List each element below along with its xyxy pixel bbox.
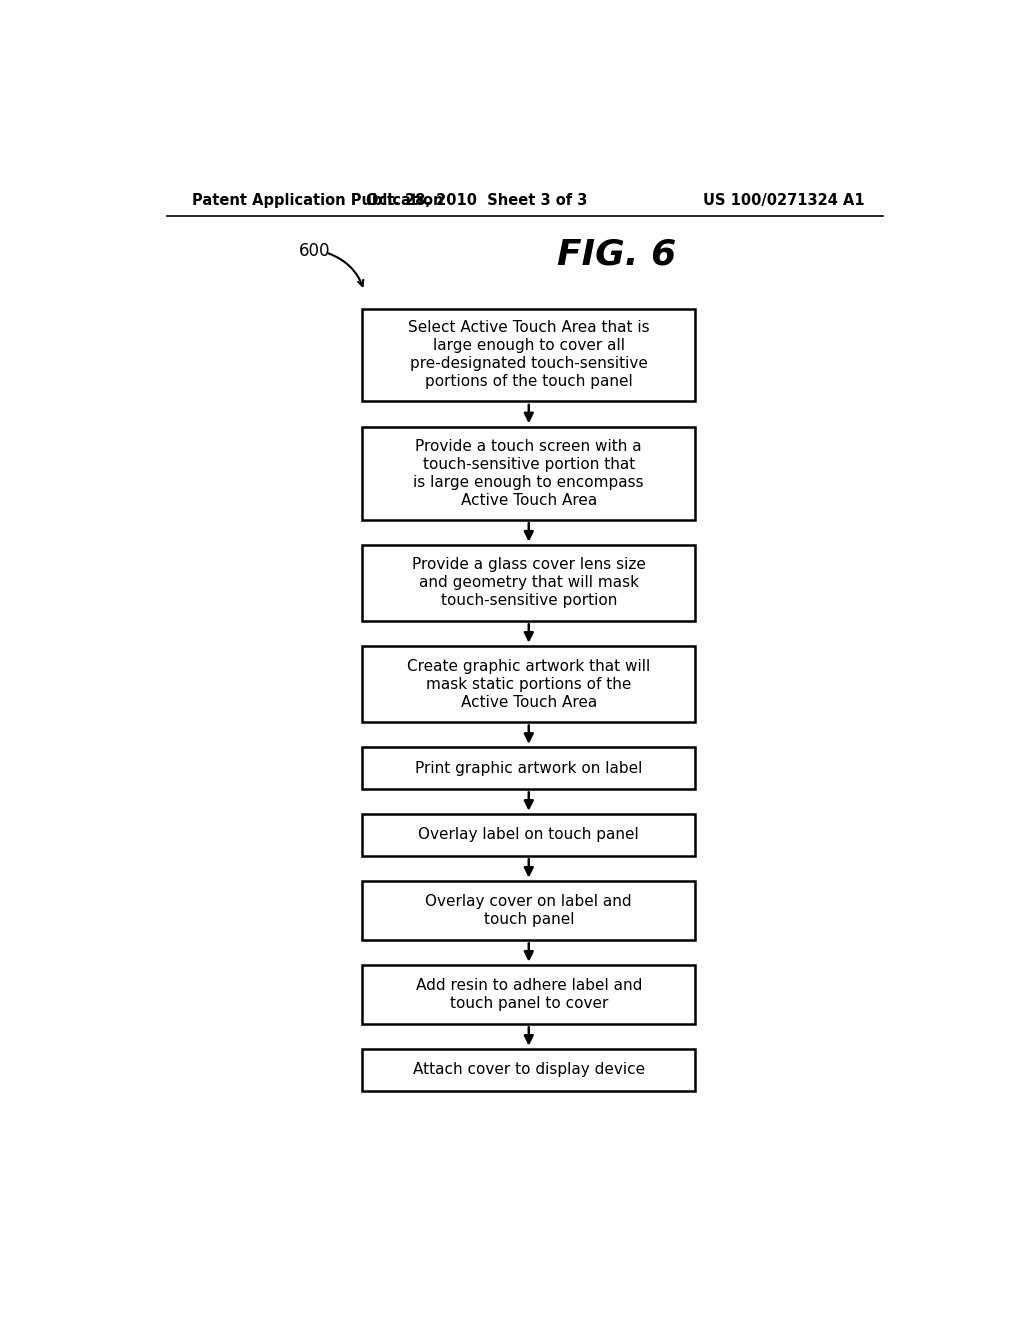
- Text: Print graphic artwork on label: Print graphic artwork on label: [415, 760, 642, 776]
- Bar: [362, 426, 695, 520]
- Text: Oct. 28, 2010  Sheet 3 of 3: Oct. 28, 2010 Sheet 3 of 3: [366, 193, 588, 209]
- Text: Add resin to adhere label and
touch panel to cover: Add resin to adhere label and touch pane…: [416, 978, 642, 1011]
- Bar: [362, 545, 695, 620]
- Text: Overlay cover on label and
touch panel: Overlay cover on label and touch panel: [425, 894, 632, 927]
- Text: FIG. 6: FIG. 6: [557, 238, 676, 272]
- Bar: [362, 882, 695, 940]
- Text: Select Active Touch Area that is
large enough to cover all
pre-designated touch-: Select Active Touch Area that is large e…: [408, 321, 649, 389]
- Bar: [362, 647, 695, 722]
- Text: US 100/0271324 A1: US 100/0271324 A1: [702, 193, 864, 209]
- Bar: [362, 747, 695, 789]
- Text: Overlay label on touch panel: Overlay label on touch panel: [419, 828, 639, 842]
- Text: 600: 600: [299, 242, 330, 260]
- Bar: [362, 965, 695, 1024]
- Bar: [362, 814, 695, 855]
- Bar: [362, 1049, 695, 1090]
- Text: Patent Application Publication: Patent Application Publication: [191, 193, 443, 209]
- Text: Create graphic artwork that will
mask static portions of the
Active Touch Area: Create graphic artwork that will mask st…: [408, 659, 650, 710]
- Text: Provide a glass cover lens size
and geometry that will mask
touch-sensitive port: Provide a glass cover lens size and geom…: [412, 557, 646, 609]
- Text: Attach cover to display device: Attach cover to display device: [413, 1063, 645, 1077]
- Bar: [362, 309, 695, 401]
- Text: Provide a touch screen with a
touch-sensitive portion that
is large enough to en: Provide a touch screen with a touch-sens…: [414, 438, 644, 508]
